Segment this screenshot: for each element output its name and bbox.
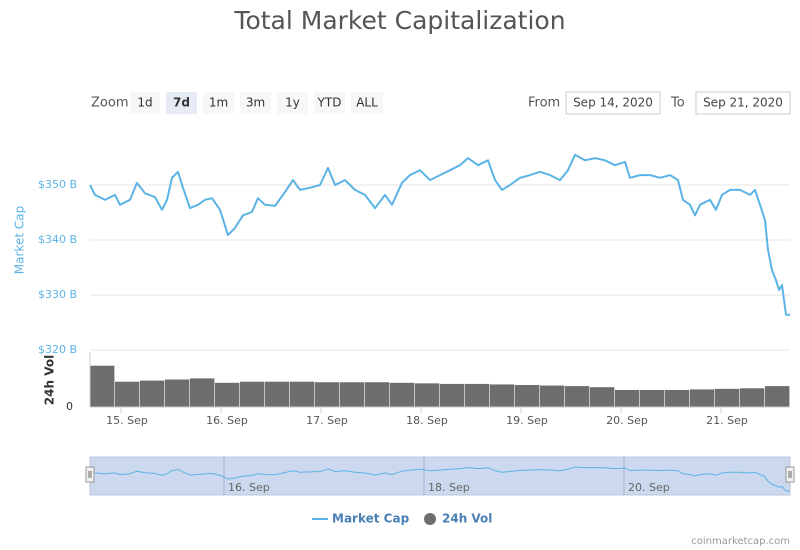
volume-bar <box>215 382 240 407</box>
to-input[interactable] <box>695 91 791 115</box>
zoom-button-label: ALL <box>356 96 378 110</box>
navigator-tick-label: 20. Sep <box>628 481 670 494</box>
zoom-button[interactable] <box>203 92 234 114</box>
to-label: To <box>670 96 685 111</box>
y-tick-label: $340 B <box>38 233 77 246</box>
zoom-button[interactable] <box>351 92 383 114</box>
volume-bar <box>740 388 765 407</box>
volume-bar <box>415 383 440 407</box>
navigator-tick-label: 18. Sep <box>428 481 470 494</box>
y-tick-label: $350 B <box>38 178 77 191</box>
x-tick-label: 19. Sep <box>506 414 548 427</box>
volume-bar <box>665 389 690 407</box>
volume-bar <box>715 388 740 407</box>
volume-bar <box>440 383 465 407</box>
legend-symbol <box>424 513 436 525</box>
volume-bar <box>515 385 540 407</box>
from-date: Sep 14, 2020 <box>573 96 653 110</box>
zoom-button-label: 1m <box>209 96 228 110</box>
volume-bar <box>690 389 715 407</box>
volume-bar <box>190 378 215 407</box>
from-input[interactable] <box>565 91 661 115</box>
zoom-button[interactable] <box>166 92 197 114</box>
zoom-button[interactable] <box>130 92 160 114</box>
zoom-button-label: 1y <box>285 96 300 110</box>
y-axis-title: Market Cap <box>13 206 27 274</box>
volume-bar <box>615 389 640 407</box>
volume-bar <box>265 381 290 407</box>
y-tick-label: $330 B <box>38 288 77 301</box>
volume-bar <box>340 382 365 407</box>
volume-bar <box>390 382 415 407</box>
volume-bar <box>290 381 315 407</box>
zoom-button-label: YTD <box>317 96 342 110</box>
x-tick-label: 21. Sep <box>706 414 748 427</box>
volume-bar <box>365 382 390 407</box>
x-tick-label: 20. Sep <box>606 414 648 427</box>
y-tick-label: $320 B <box>38 343 77 356</box>
navigator-line <box>89 466 790 492</box>
from-label: From <box>528 96 560 111</box>
zoom-button[interactable] <box>314 92 345 114</box>
zoom-button[interactable] <box>277 92 308 114</box>
legend-label[interactable]: 24h Vol <box>442 512 492 526</box>
volume-bar <box>165 379 190 407</box>
zoom-button-label: 1d <box>137 96 152 110</box>
zoom-button-label: 7d <box>173 96 190 110</box>
navigator-tick-label: 16. Sep <box>228 481 270 494</box>
volume-bar <box>765 386 790 407</box>
credit: coinmarketcap.com <box>691 536 790 547</box>
volume-bar <box>640 389 665 407</box>
chart-title: Total Market Capitalization <box>233 6 565 35</box>
x-tick-label: 17. Sep <box>306 414 348 427</box>
volume-bar <box>490 384 515 407</box>
legend-label[interactable]: Market Cap <box>332 512 410 526</box>
volume-tick-label: 0 <box>66 400 73 413</box>
volume-axis-title: 24h Vol <box>43 355 57 405</box>
x-tick-label: 15. Sep <box>106 414 148 427</box>
volume-bar <box>90 365 115 407</box>
volume-bar <box>540 385 565 407</box>
navigator-background <box>89 456 791 496</box>
zoom-button[interactable] <box>240 92 271 114</box>
volume-bar <box>240 381 265 407</box>
x-tick-label: 16. Sep <box>206 414 248 427</box>
x-tick-label: 18. Sep <box>406 414 448 427</box>
volume-bar <box>590 387 615 407</box>
volume-bar <box>315 382 340 407</box>
to-date: Sep 21, 2020 <box>703 96 783 110</box>
navigator-handle[interactable] <box>85 466 95 483</box>
volume-bar <box>565 386 590 407</box>
volume-bar <box>140 380 165 407</box>
volume-bar <box>465 383 490 407</box>
market-cap-line <box>89 153 790 316</box>
navigator-handle[interactable] <box>785 466 795 483</box>
volume-bar <box>115 381 140 407</box>
zoom-button-label: 3m <box>246 96 265 110</box>
zoom-label: Zoom <box>91 96 128 111</box>
